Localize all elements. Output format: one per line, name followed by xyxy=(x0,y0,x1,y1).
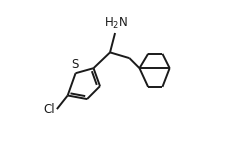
Text: H$_2$N: H$_2$N xyxy=(104,16,128,31)
Text: Cl: Cl xyxy=(44,103,55,116)
Text: S: S xyxy=(71,58,79,71)
